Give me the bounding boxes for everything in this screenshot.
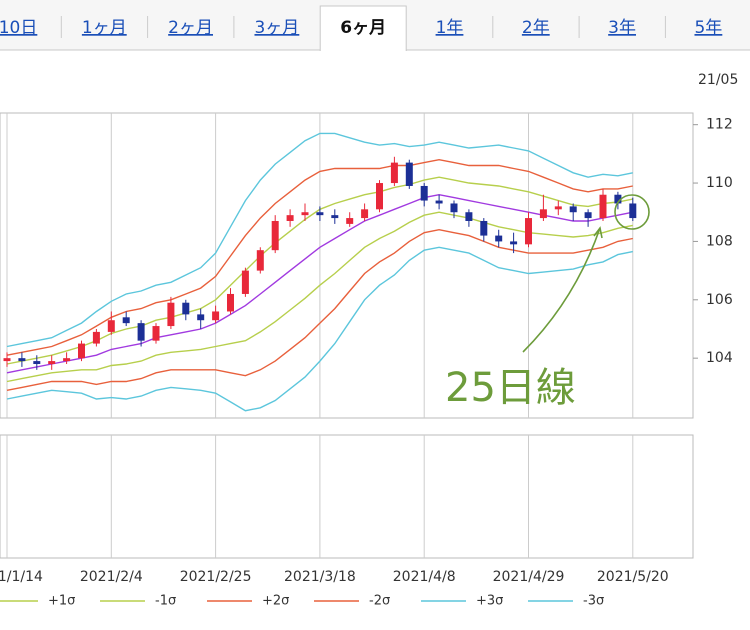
candle-body (510, 241, 518, 245)
legend-label: +1σ (48, 594, 75, 609)
price-panel (0, 112, 694, 419)
band-line (6, 246, 633, 412)
tab[interactable]: 1年 (436, 18, 464, 38)
candle-body (122, 317, 130, 324)
candle-body (271, 220, 279, 251)
x-tick-label: 2021/3/18 (284, 569, 356, 585)
candle-body (539, 209, 547, 219)
legend-label: -3σ (583, 594, 604, 609)
y-tick-label: 112 (706, 117, 733, 133)
tab[interactable]: 3ヶ月 (254, 18, 299, 38)
candle-body (376, 183, 383, 210)
volume-panel (0, 434, 694, 559)
candle-body (227, 293, 234, 312)
candle-body (107, 320, 115, 332)
candle-body (286, 215, 294, 221)
candle-body (405, 162, 413, 186)
legend-label: +3σ (476, 594, 503, 609)
candle-body (420, 185, 428, 201)
candle-body (450, 203, 458, 213)
candle-body (599, 194, 607, 219)
candle-body (361, 209, 369, 219)
plot (3, 113, 637, 558)
selected-tab (319, 5, 407, 51)
candle-body (167, 302, 175, 327)
x-tick-label: 2021/5/20 (597, 569, 669, 585)
candle-body (152, 326, 160, 341)
candle-body (525, 218, 532, 245)
band-line (6, 132, 633, 348)
candle-body (331, 215, 339, 219)
candle-body (480, 220, 488, 236)
candle-body (92, 331, 100, 344)
candle-body (554, 206, 562, 210)
x-tick-label: 2021/4/29 (493, 569, 565, 585)
x-tick-label: 2021/2/4 (80, 569, 143, 585)
candle-body (301, 212, 309, 216)
date-label: 21/05 (698, 72, 738, 88)
candle-body (241, 270, 249, 294)
candle-body (18, 358, 26, 362)
legend-label: -2σ (369, 594, 390, 609)
candle-body (212, 311, 220, 321)
y-tick-label: 108 (706, 233, 733, 249)
candle-body (346, 218, 354, 224)
annotation-arrowhead (593, 226, 603, 239)
candle-body (137, 323, 145, 341)
legend-label: -1σ (155, 594, 176, 609)
candle-body (256, 250, 264, 271)
tab[interactable]: 2ヶ月 (168, 18, 213, 38)
annotation-circle (614, 194, 650, 230)
y-tick-label: 110 (706, 175, 733, 191)
legend-label: +2σ (262, 594, 289, 609)
candle-body (465, 212, 473, 221)
y-tick-label: 104 (706, 350, 733, 366)
x-tick-label: 2021/1/14 (0, 569, 43, 585)
tab[interactable]: 10日 (0, 18, 37, 38)
annotation-arrow (522, 227, 601, 353)
candle-body (435, 200, 443, 204)
candle-body (584, 212, 592, 219)
tab[interactable]: 1ヶ月 (82, 18, 127, 38)
candle-body (390, 162, 398, 184)
annotation: 25日線 (445, 365, 576, 411)
candle-body (614, 194, 622, 204)
tab[interactable]: 2年 (522, 18, 550, 38)
candle-body (48, 361, 56, 365)
candle-body (495, 235, 503, 242)
candle-body (197, 314, 205, 321)
candle-body (316, 212, 324, 216)
y-tick-label: 106 (706, 292, 733, 308)
candle-body (63, 358, 71, 362)
candle-body (78, 343, 85, 359)
candle-body (33, 361, 41, 365)
candle-body (182, 302, 190, 315)
candle-body (3, 358, 11, 362)
candle-body (629, 203, 637, 219)
tab[interactable]: 3年 (608, 18, 636, 38)
tab[interactable]: 5年 (694, 18, 722, 38)
x-tick-label: 2021/4/8 (393, 569, 456, 585)
x-tick-label: 2021/2/25 (180, 569, 252, 585)
moving-average-line (6, 193, 633, 374)
band-line (6, 228, 633, 391)
tab[interactable]: 6ヶ月 (340, 18, 386, 38)
candle-body (569, 206, 577, 213)
